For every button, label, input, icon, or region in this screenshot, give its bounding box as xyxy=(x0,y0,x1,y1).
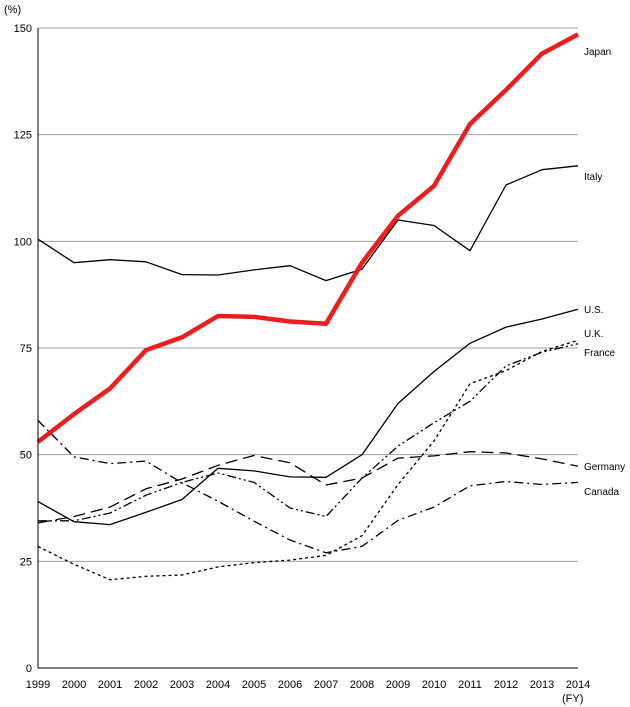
x-tick-label: 2005 xyxy=(242,679,266,691)
series-labels: Japan Italy U.S. U.K. France Germany Canada xyxy=(584,47,625,498)
x-tick-label: 2009 xyxy=(386,679,410,691)
x-tick-labels: 1999 2000 2001 2002 2003 2004 2005 2006 2007 2008… xyxy=(26,679,590,691)
series-lines xyxy=(36,32,580,581)
x-unit-label: (FY) xyxy=(562,693,583,705)
series-line-canada xyxy=(37,420,579,554)
y-tick-label: 50 xyxy=(20,450,32,462)
x-tick-label: 2011 xyxy=(458,679,482,691)
series-label-germany: Germany xyxy=(584,462,625,473)
x-tick-label: 2003 xyxy=(170,679,194,691)
y-tick-label: 75 xyxy=(20,343,32,355)
series-line-japan xyxy=(36,32,580,444)
axes xyxy=(37,28,578,669)
y-tick-label: 100 xyxy=(14,236,32,248)
y-tick-label: 25 xyxy=(20,556,32,568)
x-tick-label: 2014 xyxy=(566,679,590,691)
series-label-japan: Japan xyxy=(584,47,611,58)
y-unit-label: (%) xyxy=(4,4,21,16)
series-line-france xyxy=(38,343,579,522)
series-line-uk xyxy=(37,339,579,581)
x-tick-label: 2000 xyxy=(62,679,86,691)
x-tick-label: 2001 xyxy=(98,679,122,691)
series-line-us xyxy=(37,308,579,526)
series-label-uk: U.K. xyxy=(584,329,603,340)
x-tick-label: 2008 xyxy=(350,679,374,691)
series-label-italy: Italy xyxy=(584,172,602,183)
series-label-us: U.S. xyxy=(584,305,603,316)
x-tick-label: 1999 xyxy=(26,679,50,691)
series-line-germany xyxy=(37,451,579,524)
x-tick-label: 2007 xyxy=(314,679,338,691)
x-tick-label: 2010 xyxy=(422,679,446,691)
y-tick-labels: 0 25 50 75 100 125 150 xyxy=(14,23,32,675)
series-line-italy xyxy=(37,165,579,282)
gridlines xyxy=(38,27,578,562)
series-label-france: France xyxy=(584,348,616,359)
y-tick-label: 0 xyxy=(26,663,32,675)
y-tick-label: 150 xyxy=(14,23,32,35)
x-tick-label: 2012 xyxy=(494,679,518,691)
x-tick-label: 2006 xyxy=(278,679,302,691)
series-label-canada: Canada xyxy=(584,487,619,498)
x-tick-label: 2013 xyxy=(530,679,554,691)
x-tick-label: 2004 xyxy=(206,679,230,691)
y-tick-label: 125 xyxy=(14,130,32,142)
x-tick-label: 2002 xyxy=(134,679,158,691)
